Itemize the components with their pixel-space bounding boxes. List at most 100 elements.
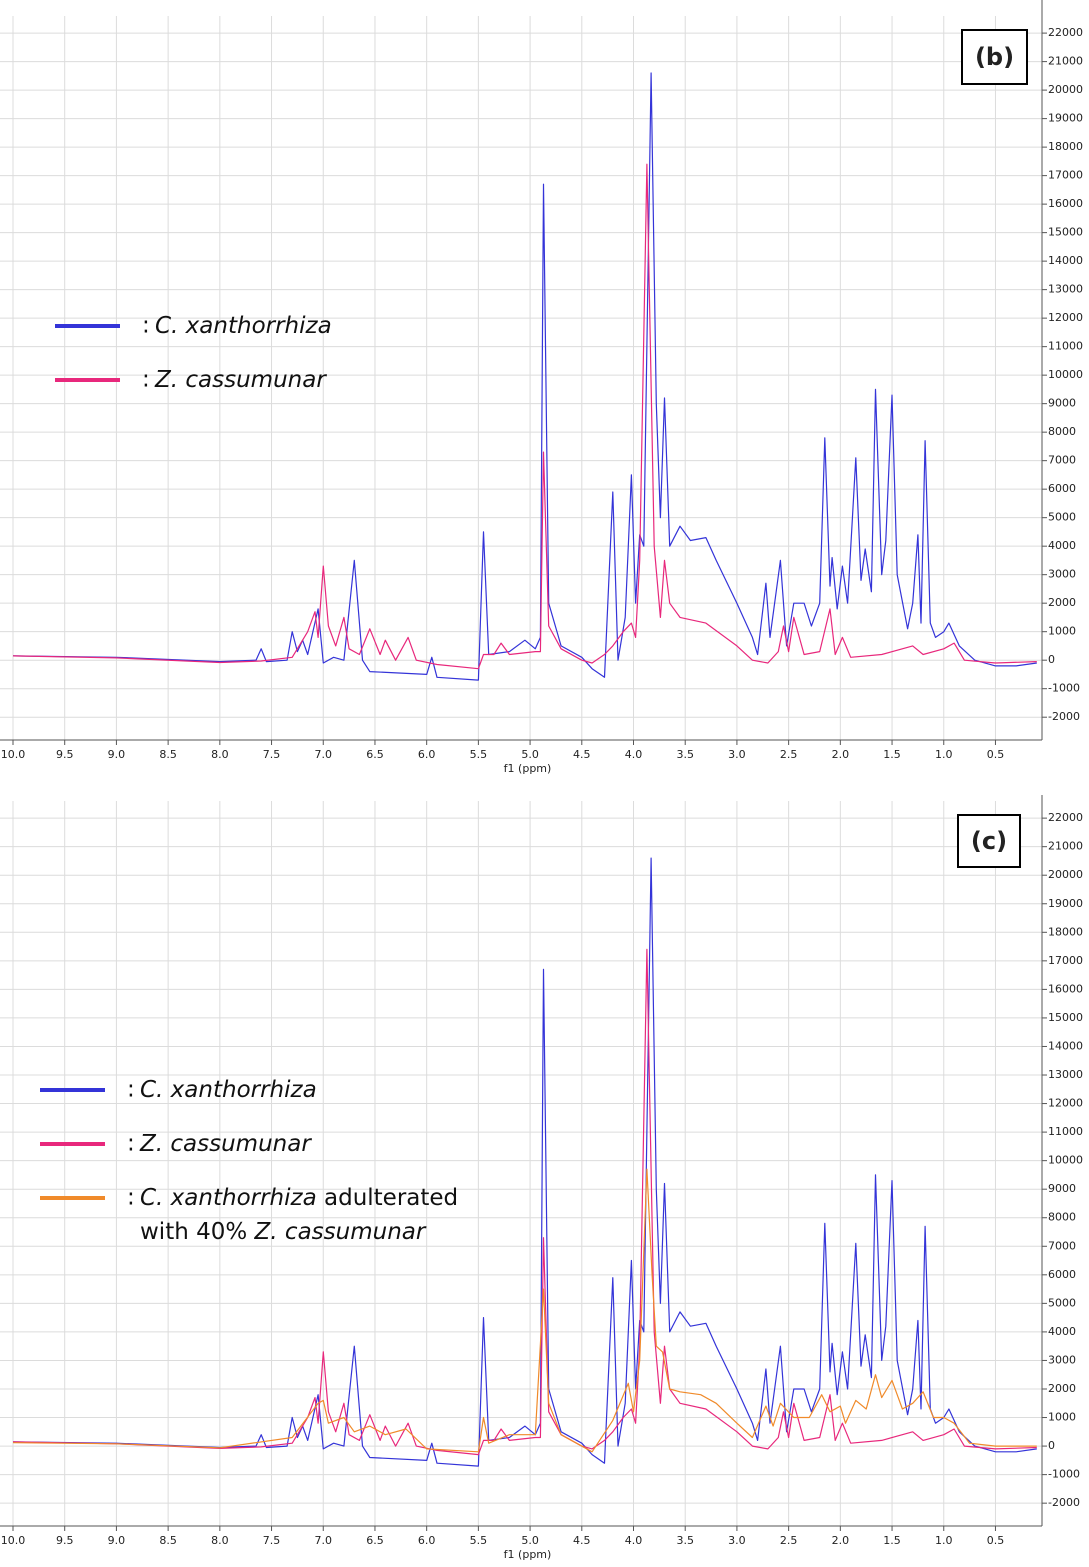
y-tick-label: 14000	[1048, 254, 1083, 267]
panel-label-box	[957, 814, 1021, 868]
x-tick-label: 1.0	[935, 1534, 953, 1547]
spectrum-line	[12, 163, 1037, 670]
x-tick-label: 6.0	[418, 1534, 436, 1547]
y-tick-label: 6000	[1048, 1268, 1076, 1281]
x-tick-label: 9.0	[108, 1534, 126, 1547]
spectrum-line	[12, 857, 1037, 1467]
y-tick-label: 14000	[1048, 1039, 1083, 1052]
y-tick-label: 10000	[1048, 1154, 1083, 1167]
y-tick-label: 12000	[1048, 1097, 1083, 1110]
panel-label: (c)	[971, 827, 1007, 855]
y-tick-label: 20000	[1048, 83, 1083, 96]
x-tick-label: 7.0	[315, 1534, 333, 1547]
x-tick-label: 9.5	[56, 1534, 74, 1547]
x-tick-label: 10.0	[1, 1534, 26, 1547]
x-tick-label: 5.5	[470, 748, 488, 761]
y-tick-label: 4000	[1048, 1325, 1076, 1338]
x-tick-label: 1.5	[883, 748, 901, 761]
legend-separator: :	[142, 367, 150, 393]
x-tick-label: 6.0	[418, 748, 436, 761]
x-tick-label: 2.0	[832, 748, 850, 761]
x-tick-label: 4.0	[625, 748, 643, 761]
x-tick-label: 8.5	[159, 748, 177, 761]
y-tick-label: 8000	[1048, 1211, 1076, 1224]
y-tick-label: 13000	[1048, 283, 1083, 296]
chart-panel: 10.0 9.5 9.0 8.5 8.0 7.5 7.0 6.5 6.0 5.5 5.0 4.5 4.0…	[0, 0, 1083, 775]
x-tick-label: 3.5	[676, 748, 694, 761]
y-tick-label: 11000	[1048, 340, 1083, 353]
x-tick-label: 0.5	[987, 1534, 1005, 1547]
x-tick-label: 8.0	[211, 748, 229, 761]
x-tick-label: 5.0	[521, 748, 539, 761]
y-tick-label: 1000	[1048, 1411, 1076, 1424]
x-tick-label: 7.5	[263, 1534, 281, 1547]
y-tick-label: 15000	[1048, 1011, 1083, 1024]
y-tick-label: 21000	[1048, 840, 1083, 853]
x-tick-label: 1.5	[883, 1534, 901, 1547]
panel-label: (b)	[975, 43, 1014, 71]
x-tick-label: 2.0	[832, 1534, 850, 1547]
x-tick-label: 8.0	[211, 1534, 229, 1547]
legend-label: Z. cassumunar	[154, 367, 327, 393]
x-axis-title: f1 (ppm)	[504, 762, 552, 775]
x-tick-label: 4.0	[625, 1534, 643, 1547]
y-tick-label: 16000	[1048, 197, 1083, 210]
chart-panel: 10.0 9.5 9.0 8.5 8.0 7.5 7.0 6.5 6.0 5.5 5.0 4.5 4.0…	[0, 795, 1083, 1561]
y-tick-label: 4000	[1048, 539, 1076, 552]
y-tick-label: 2000	[1048, 1382, 1076, 1395]
y-tick-label: 17000	[1048, 954, 1083, 967]
x-tick-label: 3.5	[676, 1534, 694, 1547]
y-tick-label: -2000	[1048, 710, 1080, 723]
y-tick-label: 5000	[1048, 1296, 1076, 1309]
y-tick-label: 3000	[1048, 1353, 1076, 1366]
x-tick-label: 6.5	[366, 1534, 384, 1547]
y-tick-label: 12000	[1048, 311, 1083, 324]
y-tick-label: 0	[1048, 653, 1055, 666]
y-tick-label: 22000	[1048, 26, 1083, 39]
y-tick-label: 18000	[1048, 925, 1083, 938]
y-tick-label: 10000	[1048, 368, 1083, 381]
spectrum-line	[12, 72, 1037, 681]
y-tick-label: 8000	[1048, 425, 1076, 438]
y-tick-label: 22000	[1048, 811, 1083, 824]
spectrum-line	[12, 1168, 1037, 1453]
x-tick-label: 3.0	[728, 1534, 746, 1547]
legend-label: C. xanthorrhiza	[140, 1077, 317, 1103]
x-axis-title: f1 (ppm)	[504, 1548, 552, 1561]
y-tick-label: 6000	[1048, 482, 1076, 495]
panel-label-box	[961, 29, 1028, 85]
x-tick-label: 3.0	[728, 748, 746, 761]
y-tick-label: 16000	[1048, 982, 1083, 995]
x-tick-label: 9.0	[108, 748, 126, 761]
x-tick-label: 7.5	[263, 748, 281, 761]
legend-label: Z. cassumunar	[139, 1131, 312, 1157]
y-tick-label: 13000	[1048, 1068, 1083, 1081]
x-tick-label: 6.5	[366, 748, 384, 761]
y-tick-label: 19000	[1048, 112, 1083, 125]
y-tick-label: -2000	[1048, 1496, 1080, 1509]
y-tick-label: 9000	[1048, 1182, 1076, 1195]
y-tick-label: 21000	[1048, 55, 1083, 68]
y-tick-label: 15000	[1048, 226, 1083, 239]
y-tick-label: 1000	[1048, 625, 1076, 638]
legend-separator: :	[142, 313, 150, 339]
x-tick-label: 8.5	[159, 1534, 177, 1547]
y-tick-label: 2000	[1048, 596, 1076, 609]
x-tick-label: 9.5	[56, 748, 74, 761]
legend-separator: :	[127, 1131, 135, 1157]
x-tick-label: 1.0	[935, 748, 953, 761]
x-tick-label: 2.5	[780, 1534, 798, 1547]
x-tick-label: 0.5	[987, 748, 1005, 761]
y-tick-label: 19000	[1048, 897, 1083, 910]
legend-separator: :	[127, 1185, 135, 1211]
y-tick-label: 7000	[1048, 1239, 1076, 1252]
x-tick-label: 4.5	[573, 1534, 591, 1547]
x-tick-label: 7.0	[315, 748, 333, 761]
spectrum-line	[12, 948, 1037, 1456]
x-tick-label: 10.0	[1, 748, 26, 761]
y-tick-label: 18000	[1048, 140, 1083, 153]
y-tick-label: 9000	[1048, 397, 1076, 410]
legend-label: C. xanthorrhiza adulterated with 40% Z. c…	[140, 1185, 458, 1245]
y-tick-label: -1000	[1048, 1468, 1080, 1481]
